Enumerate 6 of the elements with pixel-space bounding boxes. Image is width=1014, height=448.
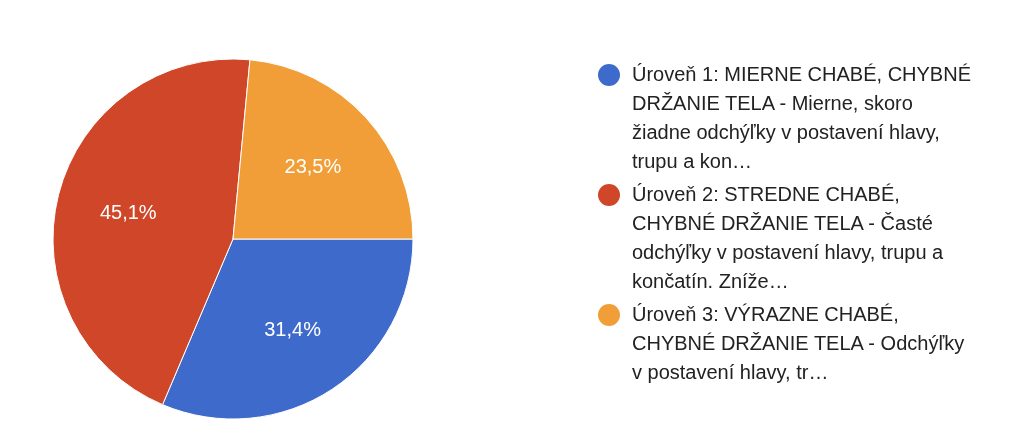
data-label: 45,1% bbox=[99, 201, 157, 224]
legend-label: Úroveň 3: VÝRAZNE CHABÉ, CHYBNÉ DRŽANIE TELA - Odchýľky v postavení hlavy, tr… bbox=[632, 302, 966, 385]
legend-label: Úroveň 2: STREDNE CHABÉ, CHYBNÉ DRŽANIE TELA - Časté odchýľky v postavení hlavy, trupu a končatín. Zníže… bbox=[632, 182, 945, 294]
legend-label: Úroveň 1: MIERNE CHABÉ, CHYBNÉ DRŽANIE TELA - Mierne, skoro žiadne odchýľky v postavení hlavy, trupu a kon… bbox=[632, 62, 972, 174]
data-label: 23,5% bbox=[284, 155, 342, 178]
data-label: 31,4% bbox=[264, 318, 322, 341]
